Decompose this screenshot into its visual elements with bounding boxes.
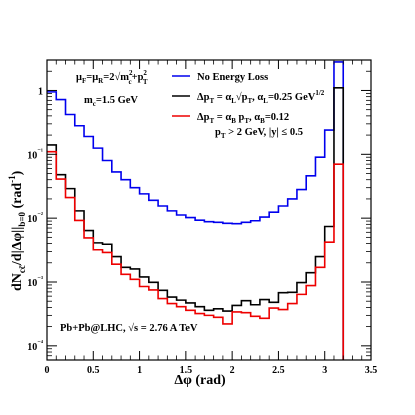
- legend-label-alpha-b: ΔpT = αB pT, αB=0.12: [197, 112, 289, 125]
- y-tick-label: 10⁻⁴: [27, 339, 44, 353]
- y-axis-label: dNcc̄/d|Δφ||b=0 (rad-1): [7, 170, 27, 291]
- x-tick-label: 1: [137, 365, 142, 376]
- x-axis-label: Δφ (rad): [174, 373, 226, 388]
- plot-frame: [46, 59, 372, 361]
- x-tick-label: 3: [322, 365, 327, 376]
- x-tick-label: 2: [230, 365, 235, 376]
- ticks-layer: [46, 59, 372, 361]
- x-tick-label: 0: [45, 365, 50, 376]
- y-tick-label: 1: [38, 86, 43, 97]
- y-tick-label: 10⁻³: [27, 275, 43, 289]
- tick-labels-layer: 0 0.5 1 1.5 2 2.5 3 3.5 10⁻⁴ 10⁻³ 10⁻² 10⁻¹ 1: [27, 86, 377, 376]
- mass-annotation: mc=1.5 GeV: [84, 95, 138, 108]
- y-tick-label: 10⁻¹: [27, 147, 43, 161]
- scale-annotation: μF=μR=2√m2 c+p2 T: [76, 69, 148, 86]
- x-tick-label: 3.5: [365, 365, 378, 376]
- x-tick-label: 1.5: [180, 365, 193, 376]
- x-tick-label: 0.5: [87, 365, 100, 376]
- x-tick-label: 2.5: [272, 365, 285, 376]
- series-2-line: [47, 87, 345, 360]
- cuts-annotation: pT > 2 GeV, |y| ≤ 0.5: [215, 127, 303, 140]
- series-3-line: [47, 150, 345, 360]
- legend-label-alpha-l: ΔpT = αL√pT, αL=0.25 GeV1/2: [197, 89, 325, 105]
- system-annotation: Pb+Pb@LHC, √s = 2.76 A TeV: [60, 322, 198, 334]
- series-1-line: [47, 61, 345, 360]
- legend: No Energy Loss ΔpT = αL√pT, αL=0.25 GeV1…: [172, 72, 325, 125]
- y-tick-label: 10⁻²: [27, 211, 43, 225]
- series-layer: [47, 61, 345, 360]
- legend-label-no-eloss: No Energy Loss: [197, 72, 268, 83]
